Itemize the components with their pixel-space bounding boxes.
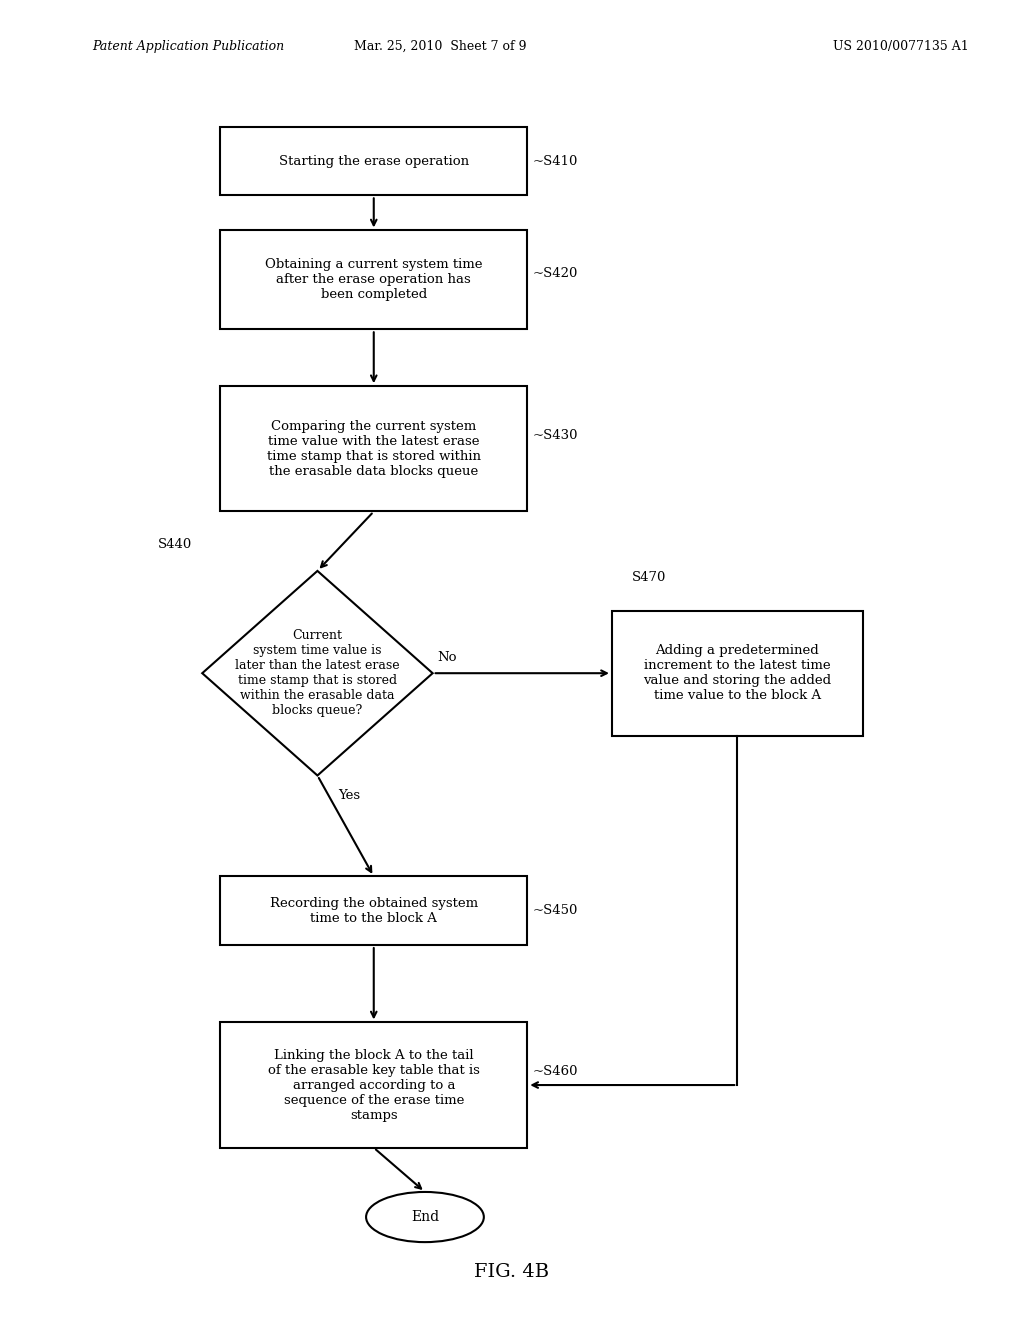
Ellipse shape (367, 1192, 483, 1242)
Text: Mar. 25, 2010  Sheet 7 of 9: Mar. 25, 2010 Sheet 7 of 9 (354, 40, 526, 53)
FancyBboxPatch shape (220, 127, 527, 195)
Text: Starting the erase operation: Starting the erase operation (279, 154, 469, 168)
Text: Obtaining a current system time
after the erase operation has
been completed: Obtaining a current system time after th… (265, 259, 482, 301)
Text: Adding a predetermined
increment to the latest time
value and storing the added
: Adding a predetermined increment to the … (643, 644, 831, 702)
Text: ~S430: ~S430 (532, 429, 578, 442)
Text: Recording the obtained system
time to the block A: Recording the obtained system time to th… (269, 896, 478, 925)
Text: No: No (438, 651, 458, 664)
Text: ~S450: ~S450 (532, 904, 578, 917)
Text: Patent Application Publication: Patent Application Publication (92, 40, 285, 53)
FancyBboxPatch shape (220, 385, 527, 511)
Text: US 2010/0077135 A1: US 2010/0077135 A1 (834, 40, 969, 53)
Text: Comparing the current system
time value with the latest erase
time stamp that is: Comparing the current system time value … (267, 420, 480, 478)
Text: Linking the block A to the tail
of the erasable key table that is
arranged accor: Linking the block A to the tail of the e… (268, 1048, 479, 1122)
FancyBboxPatch shape (220, 1022, 527, 1147)
FancyBboxPatch shape (220, 876, 527, 945)
Text: End: End (411, 1210, 439, 1224)
Text: ~S420: ~S420 (532, 267, 578, 280)
Text: S470: S470 (632, 572, 667, 583)
FancyBboxPatch shape (611, 610, 862, 737)
Text: Current
system time value is
later than the latest erase
time stamp that is stor: Current system time value is later than … (236, 630, 399, 717)
Text: Yes: Yes (338, 789, 360, 801)
Text: ~S460: ~S460 (532, 1065, 578, 1078)
Text: FIG. 4B: FIG. 4B (474, 1263, 550, 1282)
Text: S440: S440 (158, 539, 193, 550)
Polygon shape (203, 570, 432, 776)
Text: ~S410: ~S410 (532, 154, 578, 168)
FancyBboxPatch shape (220, 230, 527, 329)
